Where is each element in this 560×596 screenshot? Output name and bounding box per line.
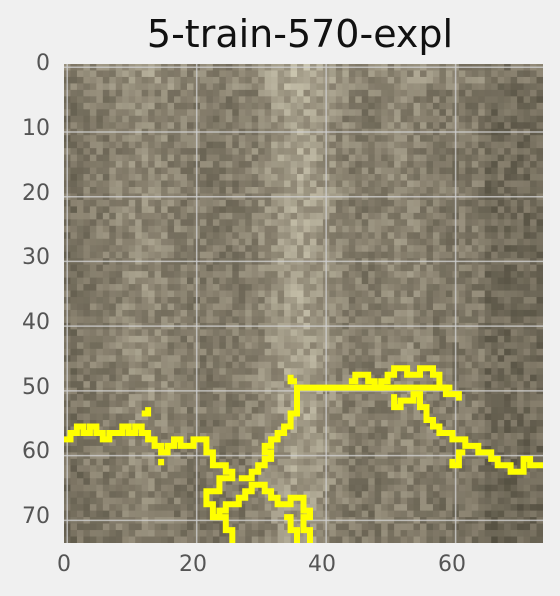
y-tick-label: 20 [22,181,50,206]
y-tick-label: 70 [22,504,50,529]
image-canvas [64,64,543,543]
x-tick-label: 0 [57,552,71,577]
x-tick-label: 40 [308,552,336,577]
outline-segment [287,374,297,385]
y-tick-label: 40 [22,310,50,335]
photo-pixels [64,64,543,543]
outline-segment [348,365,462,401]
image-plot-area [64,64,543,543]
explanation-outline [64,365,543,543]
chart-title: 5-train-570-expl [146,12,454,56]
y-tick-label: 60 [22,439,50,464]
y-tick-label: 0 [36,51,50,76]
x-tick-label: 20 [179,552,207,577]
outline-segment [64,423,236,543]
outline-segment [212,481,313,543]
y-tick-label: 50 [22,375,50,400]
outline-segment [238,384,453,482]
grid-lines [64,64,543,543]
outline-segment [449,449,466,469]
outline-segment [284,514,300,543]
y-tick-label: 10 [22,116,50,141]
y-tick-label: 30 [22,245,50,270]
outline-segment [391,391,543,475]
x-tick-label: 60 [438,552,466,577]
outline-segment [141,407,152,417]
